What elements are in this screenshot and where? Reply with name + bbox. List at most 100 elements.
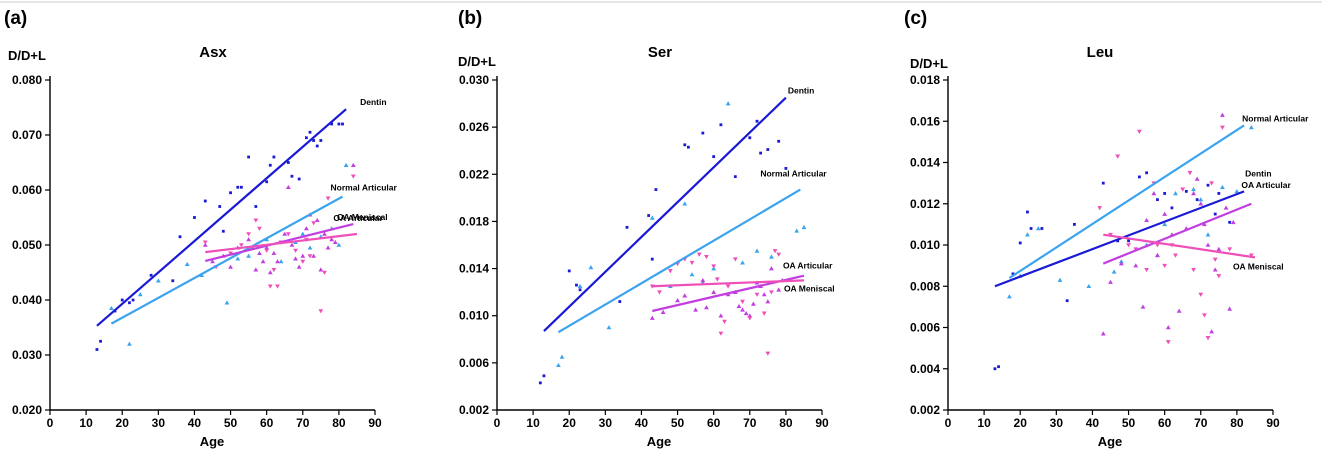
x-tick-label: 90 <box>1266 416 1280 430</box>
normal-articular-point <box>606 325 612 330</box>
x-tick-label: 60 <box>1158 416 1172 430</box>
oa-articular-point <box>743 310 749 316</box>
normal-articular-point <box>1057 277 1063 282</box>
oa-articular-point <box>293 256 298 261</box>
oa-articular-point <box>300 253 306 258</box>
oa-meniscal-point <box>1097 206 1103 211</box>
oa-meniscal-point <box>776 252 782 257</box>
normal-articular-point <box>1191 186 1196 192</box>
panel-b-label: (b) <box>458 8 482 29</box>
oa-meniscal-point <box>714 277 720 282</box>
x-tick-label: 20 <box>563 416 577 430</box>
oa-articular-point <box>228 264 233 269</box>
dentin-point <box>1145 171 1149 175</box>
dentin-point <box>218 205 222 208</box>
y-tick-label: 0.030 <box>459 73 489 87</box>
oa-articular-point <box>1201 221 1207 227</box>
dentin-point <box>654 188 658 192</box>
normal-articular-series-label: Normal Articular <box>1242 113 1309 123</box>
dentin-point <box>650 257 654 261</box>
oa-meniscal-point <box>1227 247 1233 252</box>
panel-a-label: (a) <box>4 8 27 29</box>
oa-articular-point <box>1230 219 1236 225</box>
oa-meniscal-point <box>267 284 273 289</box>
dentin-fit-line <box>543 96 787 332</box>
oa-articular-point <box>1165 325 1171 330</box>
oa-articular-point <box>1162 211 1168 216</box>
normal-articular-point <box>137 292 143 297</box>
oa-meniscal-point <box>1155 243 1160 248</box>
x-tick-label: 40 <box>1086 416 1100 430</box>
oa-articular-point <box>1140 304 1146 309</box>
dentin-point <box>239 185 243 189</box>
normal-articular-series-label: Normal Articular <box>331 183 398 193</box>
oa-meniscal-point <box>1180 187 1186 192</box>
dentin-point <box>120 298 124 302</box>
normal-articular-point <box>1205 232 1211 237</box>
oa-meniscal-point <box>325 196 331 201</box>
dentin-point <box>618 300 622 303</box>
panel-c-plot: 0.002 0.004 0.006 0.008 0.010 0.012 0.014 0.016… <box>910 73 1309 430</box>
dentin-point <box>178 235 182 239</box>
dentin-point <box>538 381 542 385</box>
dentin-fit-line <box>994 190 1245 288</box>
panel-b-x-axis-label: Age <box>647 434 672 449</box>
oa-articular-point <box>693 307 699 312</box>
oa-meniscal-point <box>722 319 727 325</box>
oa-meniscal-point <box>718 331 724 336</box>
dentin-point <box>268 163 272 167</box>
oa-meniscal-point <box>747 316 753 321</box>
dentin-point <box>1156 198 1159 202</box>
dentin-point <box>997 365 1000 369</box>
oa-articular-point <box>704 305 709 310</box>
oa-meniscal-point <box>740 299 745 304</box>
dentin-point <box>683 143 687 147</box>
oa-articular-point <box>257 250 262 256</box>
panel-b: (b) Ser D/D+L Age 0.0020.0060.0100.0140.… <box>458 8 835 449</box>
normal-articular-point <box>300 231 306 236</box>
x-tick-label: 40 <box>635 416 649 430</box>
oa-articular-point <box>285 184 291 190</box>
dentin-point <box>542 374 546 378</box>
dentin-point <box>1116 239 1120 243</box>
x-tick-label: 60 <box>260 416 274 430</box>
oa-meniscal-point <box>1115 154 1121 159</box>
normal-articular-point <box>740 260 745 265</box>
normal-articular-point <box>127 341 132 346</box>
normal-articular-point <box>1173 191 1178 196</box>
dentin-point <box>131 298 135 302</box>
normal-articular-point <box>108 305 114 311</box>
x-tick-label: 90 <box>815 416 829 430</box>
oa-meniscal-fit-line <box>1103 233 1256 259</box>
normal-articular-point <box>336 242 342 247</box>
dentin-point <box>578 288 582 292</box>
y-tick-label: 0.002 <box>910 403 940 417</box>
y-tick-label: 0.060 <box>12 183 42 197</box>
normal-articular-point <box>307 245 313 250</box>
normal-articular-point <box>559 354 565 359</box>
normal-articular-series-label: Normal Articular <box>760 169 827 179</box>
oa-articular-series-label: OA Articular <box>333 213 383 223</box>
dentin-point <box>625 225 629 229</box>
panel-a-plot: 0.020 0.030 0.040 0.050 0.060 0.070 0.080 0 10 20… <box>12 73 398 430</box>
normal-articular-fit-line <box>110 195 344 325</box>
oa-articular-point <box>271 250 277 256</box>
oa-meniscal-point <box>1173 253 1178 258</box>
oa-meniscal-point <box>1187 171 1193 176</box>
oa-meniscal-point <box>271 267 277 273</box>
oa-articular-point <box>264 245 270 250</box>
panel-c: (c) Leu D/D+L Age 0.0020.0040.0060.0080.… <box>904 8 1309 449</box>
dentin-point <box>229 191 232 195</box>
x-tick-label: 70 <box>296 416 310 430</box>
oa-meniscal-point <box>667 269 673 274</box>
panel-b-y-axis-label: D/D+L <box>458 54 496 69</box>
normal-articular-point <box>682 201 688 206</box>
dentin-point <box>1206 183 1210 187</box>
dentin-point <box>1137 175 1141 179</box>
dentin-point <box>733 175 737 179</box>
oa-meniscal-point <box>657 290 662 295</box>
oa-meniscal-point <box>322 270 327 275</box>
oa-articular-point <box>246 237 252 242</box>
y-tick-label: 0.006 <box>459 356 489 370</box>
